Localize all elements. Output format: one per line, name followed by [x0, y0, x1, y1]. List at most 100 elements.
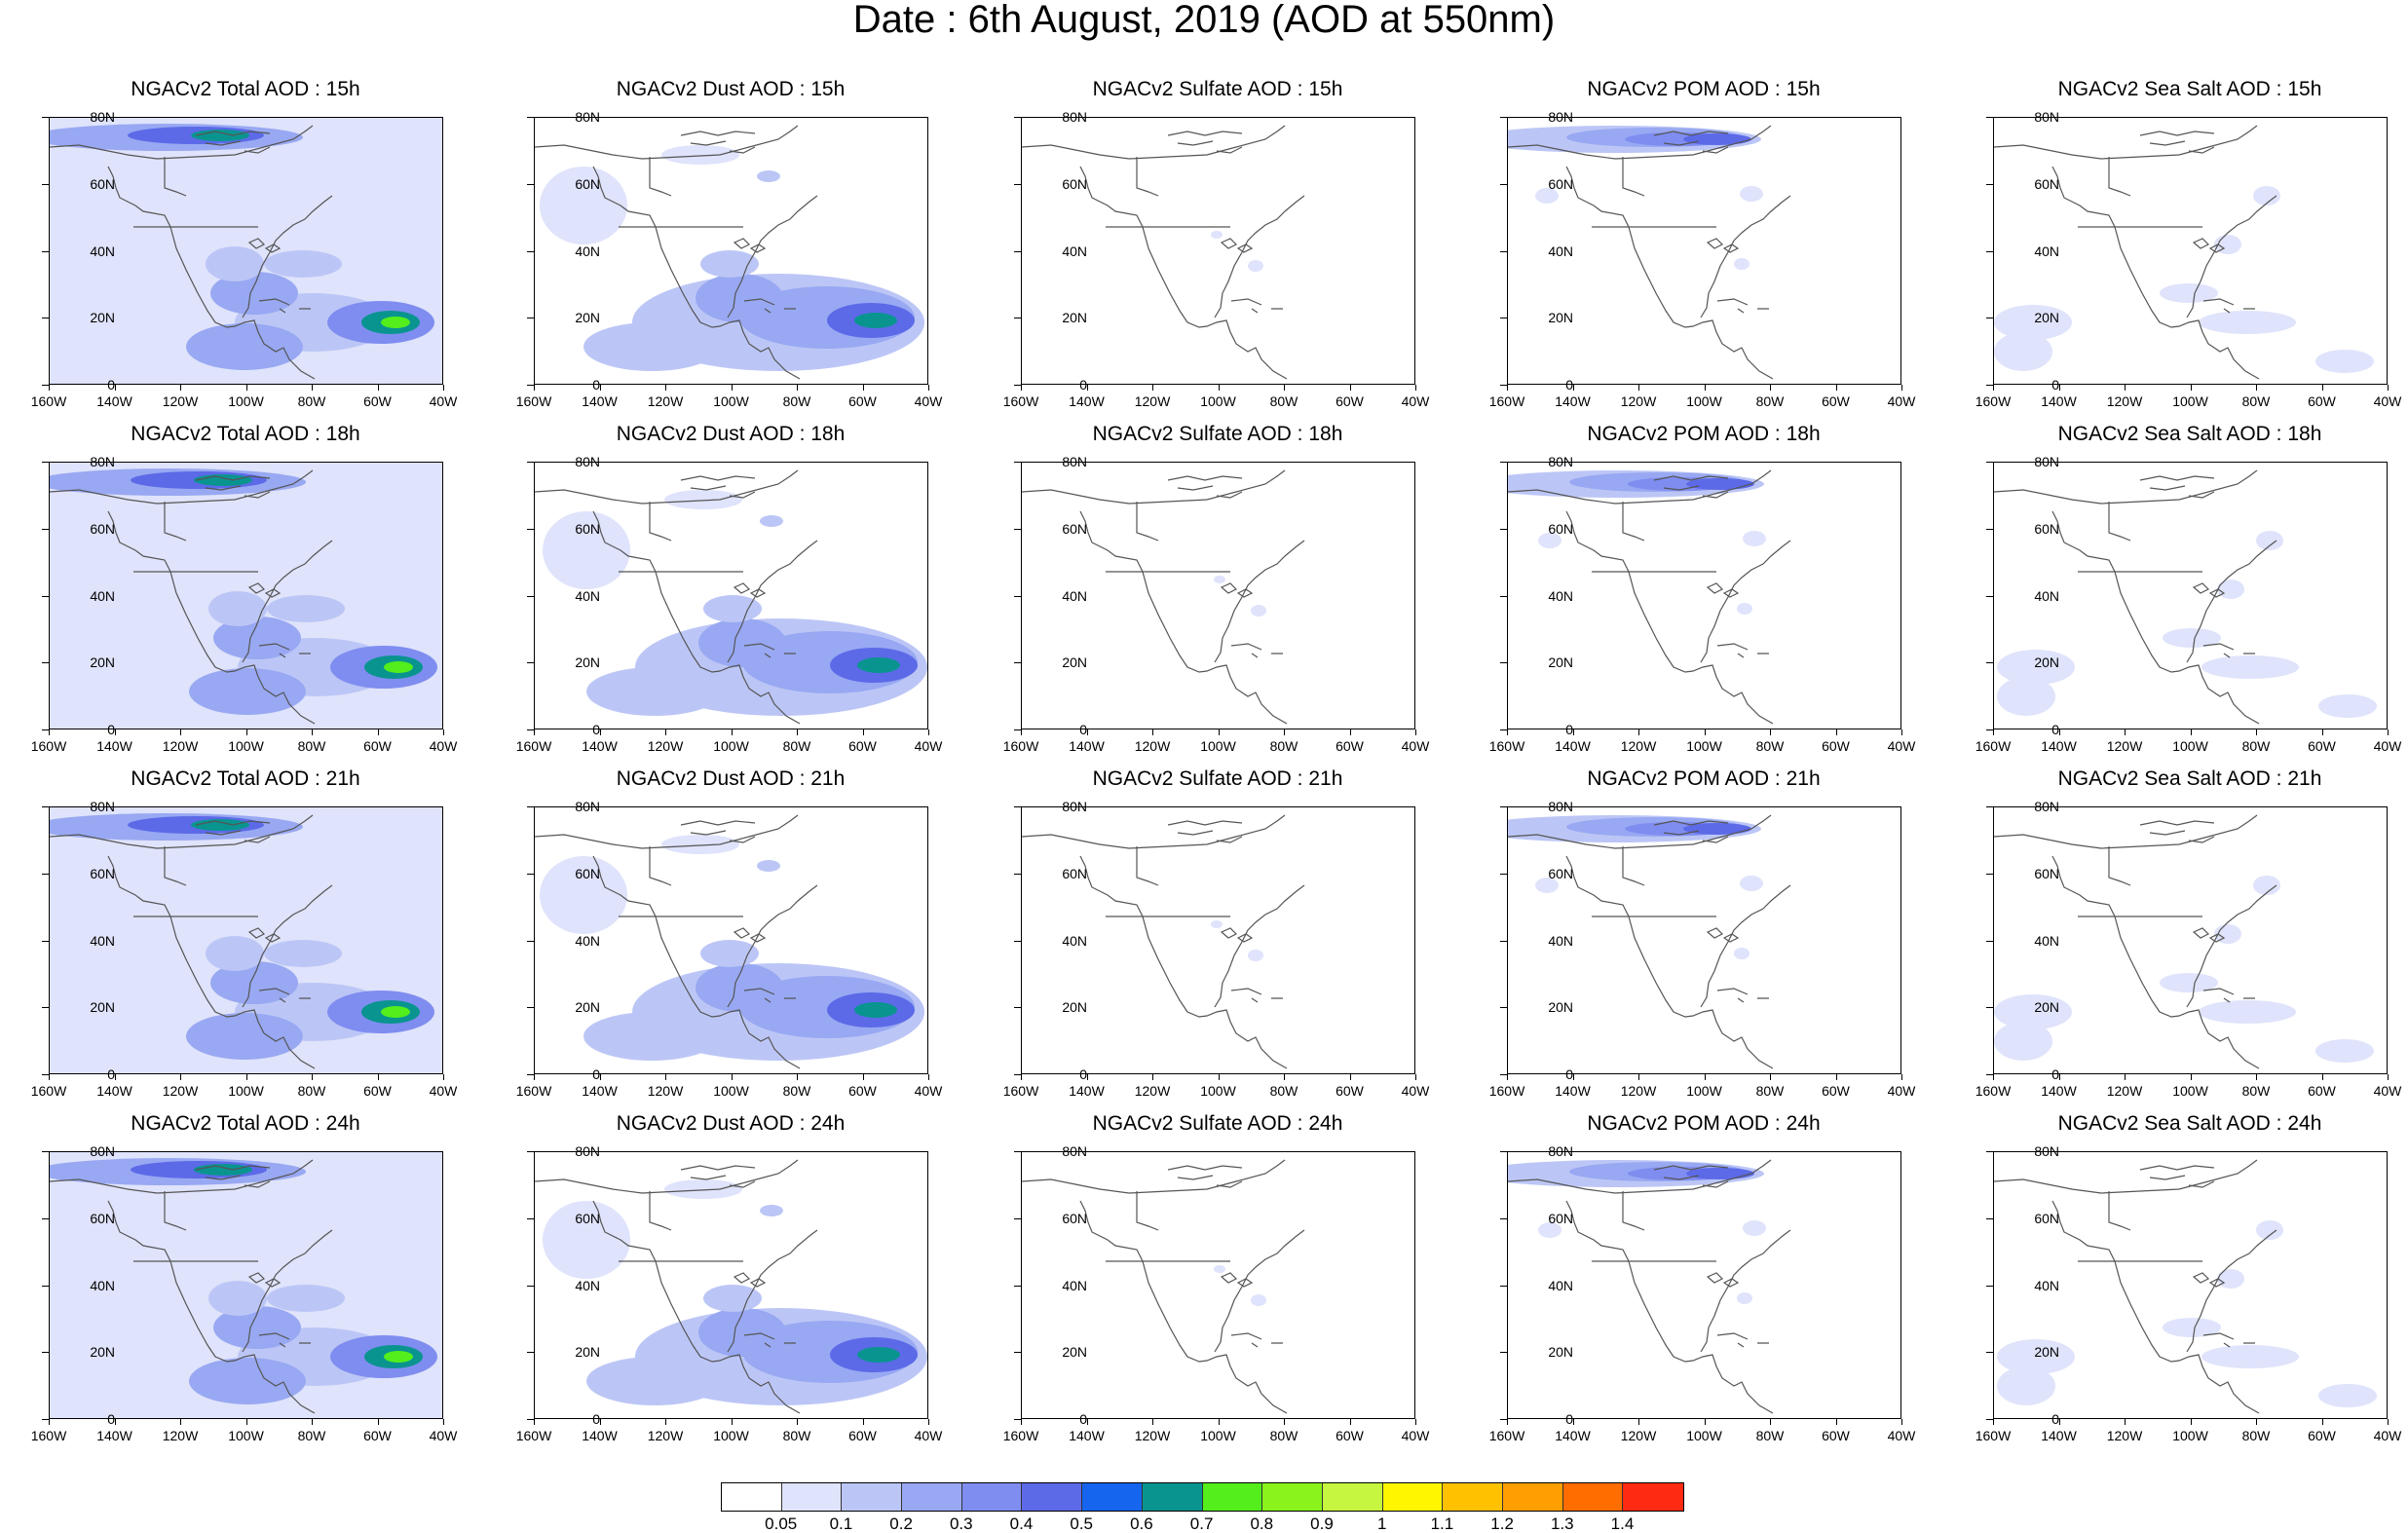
- coastline: [195, 1165, 311, 1348]
- x-tick: [245, 385, 247, 391]
- aod-shading: [760, 1205, 783, 1216]
- aod-shading: [2217, 1269, 2244, 1289]
- x-tick-label: 40W: [429, 1083, 458, 1099]
- y-tick-label: 80N: [2034, 454, 2059, 469]
- aod-map: [1507, 462, 1901, 729]
- y-tick: [1986, 806, 1993, 807]
- x-tick-label: 160W: [30, 738, 67, 754]
- y-tick-label: 80N: [1548, 1143, 1573, 1159]
- x-tick: [49, 385, 50, 391]
- y-tick-label: 80N: [575, 1143, 600, 1159]
- aod-field-svg: [535, 814, 924, 1069]
- x-tick-label: 140W: [2041, 738, 2077, 754]
- coastline: [1022, 125, 1305, 380]
- y-tick-label: 0: [592, 377, 600, 393]
- y-tick: [1986, 250, 1993, 252]
- x-tick: [1349, 385, 1351, 391]
- x-tick-label: 40W: [914, 393, 943, 409]
- aod-shading: [1686, 478, 1754, 490]
- aod-shading: [698, 618, 786, 667]
- x-tick-label: 100W: [1200, 738, 1236, 754]
- colorbar-label: 0.3: [949, 1514, 973, 1533]
- x-tick: [49, 729, 50, 735]
- x-tick: [312, 729, 313, 735]
- x-tick-label: 160W: [1975, 738, 2012, 754]
- y-tick: [1986, 662, 1993, 664]
- x-tick-label: 100W: [1686, 738, 1722, 754]
- x-tick-label: 120W: [1620, 738, 1657, 754]
- y-tick-label: 40N: [90, 587, 115, 604]
- y-tick: [1986, 1074, 1993, 1075]
- y-tick: [1986, 1352, 1993, 1354]
- y-tick: [42, 528, 49, 530]
- aod-field-svg: [50, 807, 442, 1073]
- y-tick-label: 60N: [90, 175, 115, 192]
- x-tick: [377, 1419, 379, 1425]
- x-tick-label: 140W: [96, 393, 132, 409]
- x-tick-label: 140W: [582, 393, 618, 409]
- aod-shading: [186, 323, 303, 370]
- x-tick-label: 80W: [2241, 393, 2271, 409]
- y-tick-label: 60N: [1548, 865, 1573, 881]
- panel-title: NGACv2 Dust AOD : 21h: [616, 767, 846, 790]
- y-tick-label: 20N: [90, 310, 115, 326]
- x-tick-label: 140W: [1069, 738, 1105, 754]
- y-tick: [1014, 595, 1021, 597]
- x-tick: [1993, 1419, 1994, 1425]
- coastline: [1508, 125, 1791, 380]
- panel-title: NGACv2 Dust AOD : 15h: [616, 78, 846, 100]
- y-tick-label: 40N: [2034, 932, 2059, 949]
- figure-title: Date : 6th August, 2019 (AOD at 550nm): [852, 0, 1556, 41]
- aod-shading: [1994, 1022, 2052, 1061]
- aod-shading: [696, 274, 783, 322]
- coastline: [1220, 1272, 1254, 1288]
- coastline: [1994, 814, 2277, 1069]
- x-tick-label: 60W: [2308, 738, 2336, 754]
- y-tick-label: 40N: [1062, 587, 1087, 604]
- colorbar-label: 0.9: [1310, 1514, 1334, 1533]
- x-tick: [1086, 1074, 1088, 1080]
- x-tick: [377, 1074, 379, 1080]
- x-tick: [797, 729, 798, 735]
- aod-shading: [210, 961, 298, 1004]
- y-tick: [42, 1419, 49, 1420]
- x-tick: [1349, 1419, 1351, 1425]
- x-tick-label: 120W: [1134, 738, 1171, 754]
- x-tick-label: 160W: [1002, 393, 1039, 409]
- x-tick: [1284, 729, 1285, 735]
- colorbar-label: 0.05: [765, 1514, 798, 1533]
- x-tick: [2388, 729, 2389, 735]
- coastline: [1706, 238, 1740, 253]
- aod-shading: [540, 167, 627, 244]
- colorbar-swatch: [1623, 1483, 1683, 1511]
- x-tick: [245, 729, 247, 735]
- x-tick-label: 60W: [848, 1083, 877, 1099]
- aod-shading: [1248, 260, 1263, 272]
- y-tick: [1986, 1151, 1993, 1152]
- x-tick: [862, 1419, 864, 1425]
- x-tick: [1901, 385, 1902, 391]
- y-tick: [1500, 1007, 1507, 1009]
- x-tick: [1770, 1074, 1771, 1080]
- y-tick: [527, 806, 534, 807]
- y-tick-label: 40N: [2034, 243, 2059, 259]
- aod-map: [1507, 806, 1901, 1074]
- x-tick-label: 40W: [429, 393, 458, 409]
- x-tick: [114, 1419, 116, 1425]
- aod-shading: [2160, 283, 2218, 303]
- x-tick: [1704, 1419, 1706, 1425]
- y-tick: [1014, 1151, 1021, 1152]
- x-tick: [245, 1074, 247, 1080]
- aod-shading: [2201, 1345, 2299, 1368]
- aod-shading: [2318, 1384, 2377, 1407]
- aod-shading: [760, 515, 783, 527]
- x-tick: [1704, 385, 1706, 391]
- x-tick: [180, 385, 181, 391]
- y-tick-label: 80N: [90, 109, 115, 125]
- y-tick: [527, 462, 534, 463]
- x-tick-label: 120W: [1620, 393, 1657, 409]
- x-tick-label: 140W: [1555, 1428, 1591, 1443]
- aod-shading: [1997, 1339, 2075, 1374]
- x-tick-label: 60W: [363, 1083, 392, 1099]
